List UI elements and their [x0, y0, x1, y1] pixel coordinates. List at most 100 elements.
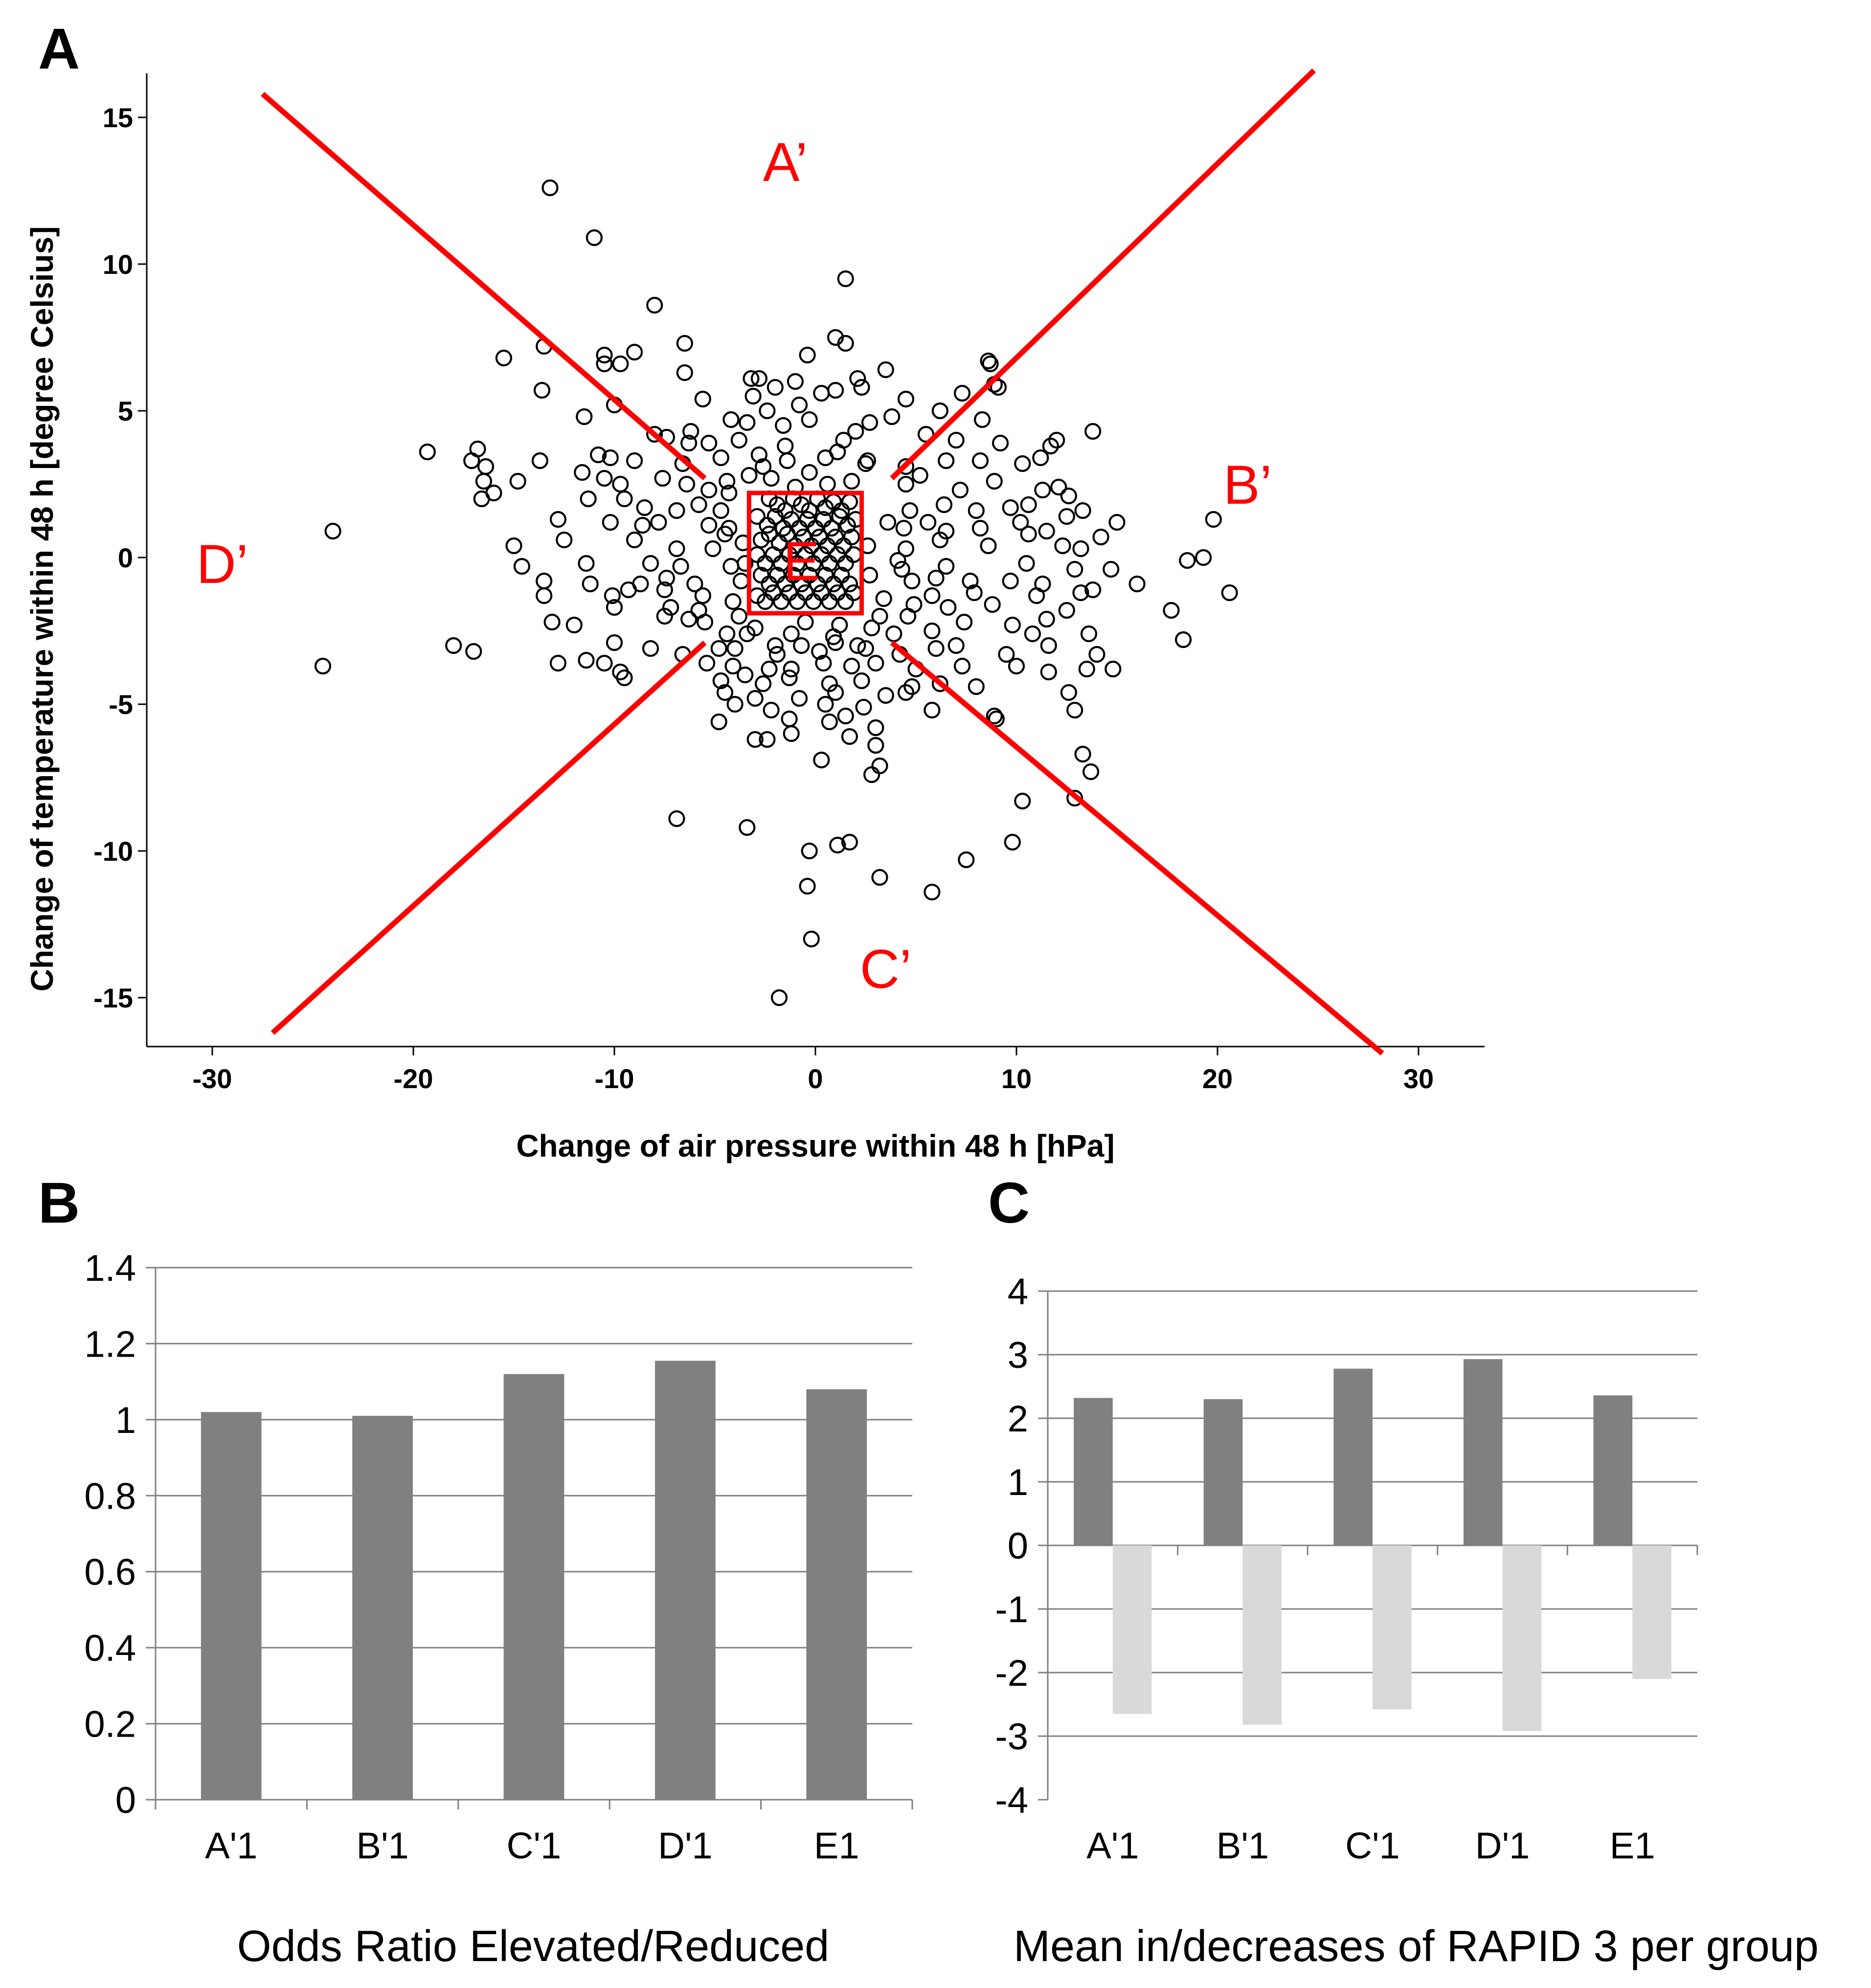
data-point	[505, 537, 522, 555]
data-point	[726, 640, 744, 657]
x-tick-label: 20	[1202, 1063, 1233, 1094]
data-point	[815, 654, 832, 672]
data-point	[662, 599, 679, 616]
data-point	[1060, 684, 1077, 701]
data-point	[744, 387, 762, 405]
data-point	[861, 566, 879, 584]
data-point	[980, 352, 997, 370]
data-point	[531, 452, 549, 469]
data-point	[565, 616, 583, 634]
data-point	[668, 540, 685, 558]
data-point	[694, 390, 711, 408]
data-point	[801, 411, 818, 428]
data-point	[626, 452, 643, 469]
data-point	[966, 584, 983, 602]
data-point	[766, 379, 784, 396]
data-point	[463, 452, 480, 469]
data-point	[719, 472, 736, 490]
data-point	[938, 558, 955, 575]
data-point	[716, 525, 734, 543]
data-point	[712, 672, 729, 690]
data-point	[853, 672, 870, 690]
data-point	[656, 581, 673, 599]
data-point	[533, 381, 551, 399]
data-point	[855, 698, 872, 716]
data-point	[863, 619, 880, 637]
data-point	[827, 528, 844, 546]
data-point	[867, 719, 884, 737]
panel-b-bar-chart: B 0 0.2 0.4 0.6 0.8 1 1.2 1.4 A'1 B'1 C'1 D'1 E1 Odd…	[38, 1171, 913, 1971]
data-point	[765, 546, 782, 563]
data-point	[811, 643, 828, 660]
data-point	[968, 502, 985, 519]
data-point	[982, 355, 999, 373]
data-point	[732, 572, 750, 590]
region-boundary-line	[890, 640, 1384, 1056]
data-point	[475, 472, 493, 490]
data-point	[958, 851, 975, 869]
data-point	[1024, 625, 1041, 643]
data-point	[1074, 745, 1091, 763]
data-point	[827, 684, 844, 701]
rapid3-title: Mean in/decreases of RAPID 3 per group	[1014, 1922, 1819, 1971]
data-point	[897, 458, 915, 475]
data-point	[698, 654, 716, 672]
odds-ratio-plot-area: 0 0.2 0.4 0.6 0.8 1 1.2 1.4 A'1 B'1 C'1 D'1 E1	[84, 1248, 913, 1867]
data-point	[589, 446, 607, 464]
data-point	[612, 355, 629, 373]
data-point	[871, 757, 888, 775]
data-point	[721, 484, 738, 502]
data-point	[730, 431, 747, 449]
data-point	[768, 646, 786, 663]
data-point	[821, 713, 838, 731]
data-point	[580, 490, 597, 508]
data-point	[951, 481, 969, 499]
y-tick-label: -5	[109, 689, 133, 720]
bar-increase	[1463, 1359, 1503, 1545]
y-tick-label: 5	[118, 396, 133, 426]
data-point	[676, 335, 693, 352]
y-tick-label: 2	[1008, 1398, 1028, 1440]
data-point	[473, 490, 490, 508]
data-point	[513, 558, 531, 575]
data-point	[1008, 657, 1025, 675]
data-point	[678, 475, 696, 493]
data-point	[849, 370, 866, 387]
data-point	[658, 569, 676, 587]
data-point	[596, 346, 613, 364]
data-point	[781, 669, 798, 687]
category-label: D'1	[658, 1825, 713, 1867]
data-point	[899, 607, 917, 625]
y-tick-label: 0.6	[84, 1552, 136, 1593]
bar-decrease	[1242, 1545, 1282, 1725]
data-point	[893, 560, 910, 578]
data-point	[877, 361, 894, 379]
y-tick-label: -3	[995, 1716, 1028, 1758]
y-tick-label: 1	[1008, 1462, 1028, 1503]
y-tick-label: 0	[1008, 1525, 1028, 1567]
data-point	[897, 540, 915, 558]
bar	[201, 1412, 262, 1800]
data-point	[829, 584, 846, 602]
data-point	[596, 355, 613, 373]
scatter-plot-area: 15 10 5 0 -5 -10 -15 -30 -20 -10 0 10 20 30 A’ B’ C’ D’ E	[93, 68, 1485, 1094]
data-point	[1058, 602, 1075, 619]
data-point	[867, 654, 884, 672]
bar	[352, 1416, 413, 1800]
data-point	[704, 540, 721, 558]
data-point	[606, 599, 623, 616]
data-point	[1040, 663, 1057, 681]
data-point	[1060, 487, 1077, 505]
data-point	[783, 625, 800, 643]
data-point	[761, 575, 778, 593]
data-point	[841, 833, 858, 851]
data-point	[777, 437, 794, 455]
data-point	[823, 519, 840, 537]
y-tick-label: 0.2	[84, 1704, 136, 1745]
data-point	[766, 637, 784, 654]
y-axis-label: Change of temperature within 48 h [degre…	[24, 226, 60, 992]
y-tick-label: 0.4	[84, 1628, 136, 1669]
data-point	[938, 522, 955, 540]
data-point	[1014, 792, 1031, 810]
data-point	[962, 572, 979, 590]
